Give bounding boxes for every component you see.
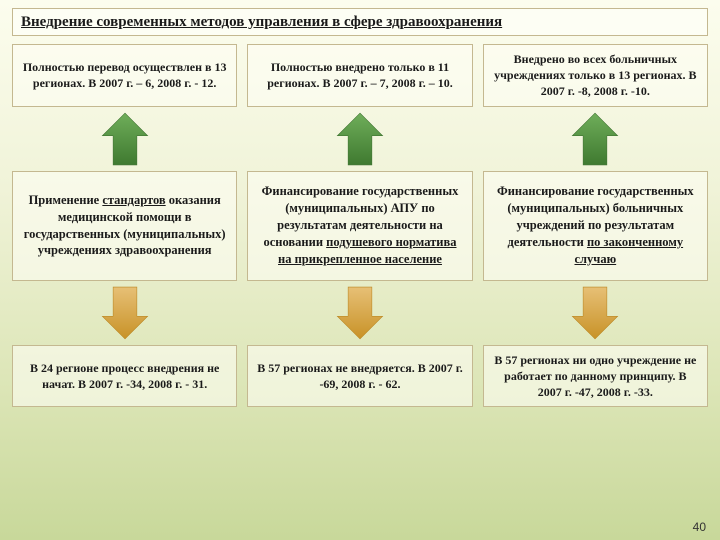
col3-bottom-text: В 57 регионах ни одно учреждение не рабо… [492,352,699,401]
col3-concept: Финансирование государственных (муниципа… [483,171,708,281]
col2-top-text: Полностью внедрено только в 11 регионах.… [256,59,463,91]
col1-top-status: Полностью перевод осуществлен в 13 регио… [12,44,237,107]
col3-top-status: Внедрено во всех больничных учреждениях … [483,44,708,107]
page-number: 40 [693,520,706,534]
col1-concept-text: Применение стандартов оказания медицинск… [21,192,228,260]
arrow-down-icon [568,284,622,342]
col1-bottom-status: В 24 регионе процесс внедрения не начат.… [12,345,237,408]
col3-top-text: Внедрено во всех больничных учреждениях … [492,51,699,100]
col3-concept-text: Финансирование государственных (муниципа… [492,183,699,267]
col1-arrow-down [12,283,237,343]
arrow-down-icon [333,284,387,342]
col2-arrow-down [247,283,472,343]
col2-concept-text: Финансирование государственных (муниципа… [256,183,463,267]
arrow-up-icon [333,110,387,168]
col3-arrow-down [483,283,708,343]
col2-bottom-status: В 57 регионах не внедряется. В 2007 г. -… [247,345,472,408]
slide-title-text: Внедрение современных методов управления… [21,14,502,30]
col2-arrow-up [247,109,472,169]
diagram-grid: Полностью перевод осуществлен в 13 регио… [12,44,708,407]
arrow-down-icon [98,284,152,342]
col2-top-status: Полностью внедрено только в 11 регионах.… [247,44,472,107]
col1-concept: Применение стандартов оказания медицинск… [12,171,237,281]
col3-arrow-up [483,109,708,169]
col1-top-text: Полностью перевод осуществлен в 13 регио… [21,59,228,91]
arrow-up-icon [568,110,622,168]
arrow-up-icon [98,110,152,168]
col2-bottom-text: В 57 регионах не внедряется. В 2007 г. -… [256,360,463,392]
col1-bottom-text: В 24 регионе процесс внедрения не начат.… [21,360,228,392]
slide-title: Внедрение современных методов управления… [12,8,708,36]
col2-concept: Финансирование государственных (муниципа… [247,171,472,281]
col3-bottom-status: В 57 регионах ни одно учреждение не рабо… [483,345,708,408]
col1-arrow-up [12,109,237,169]
